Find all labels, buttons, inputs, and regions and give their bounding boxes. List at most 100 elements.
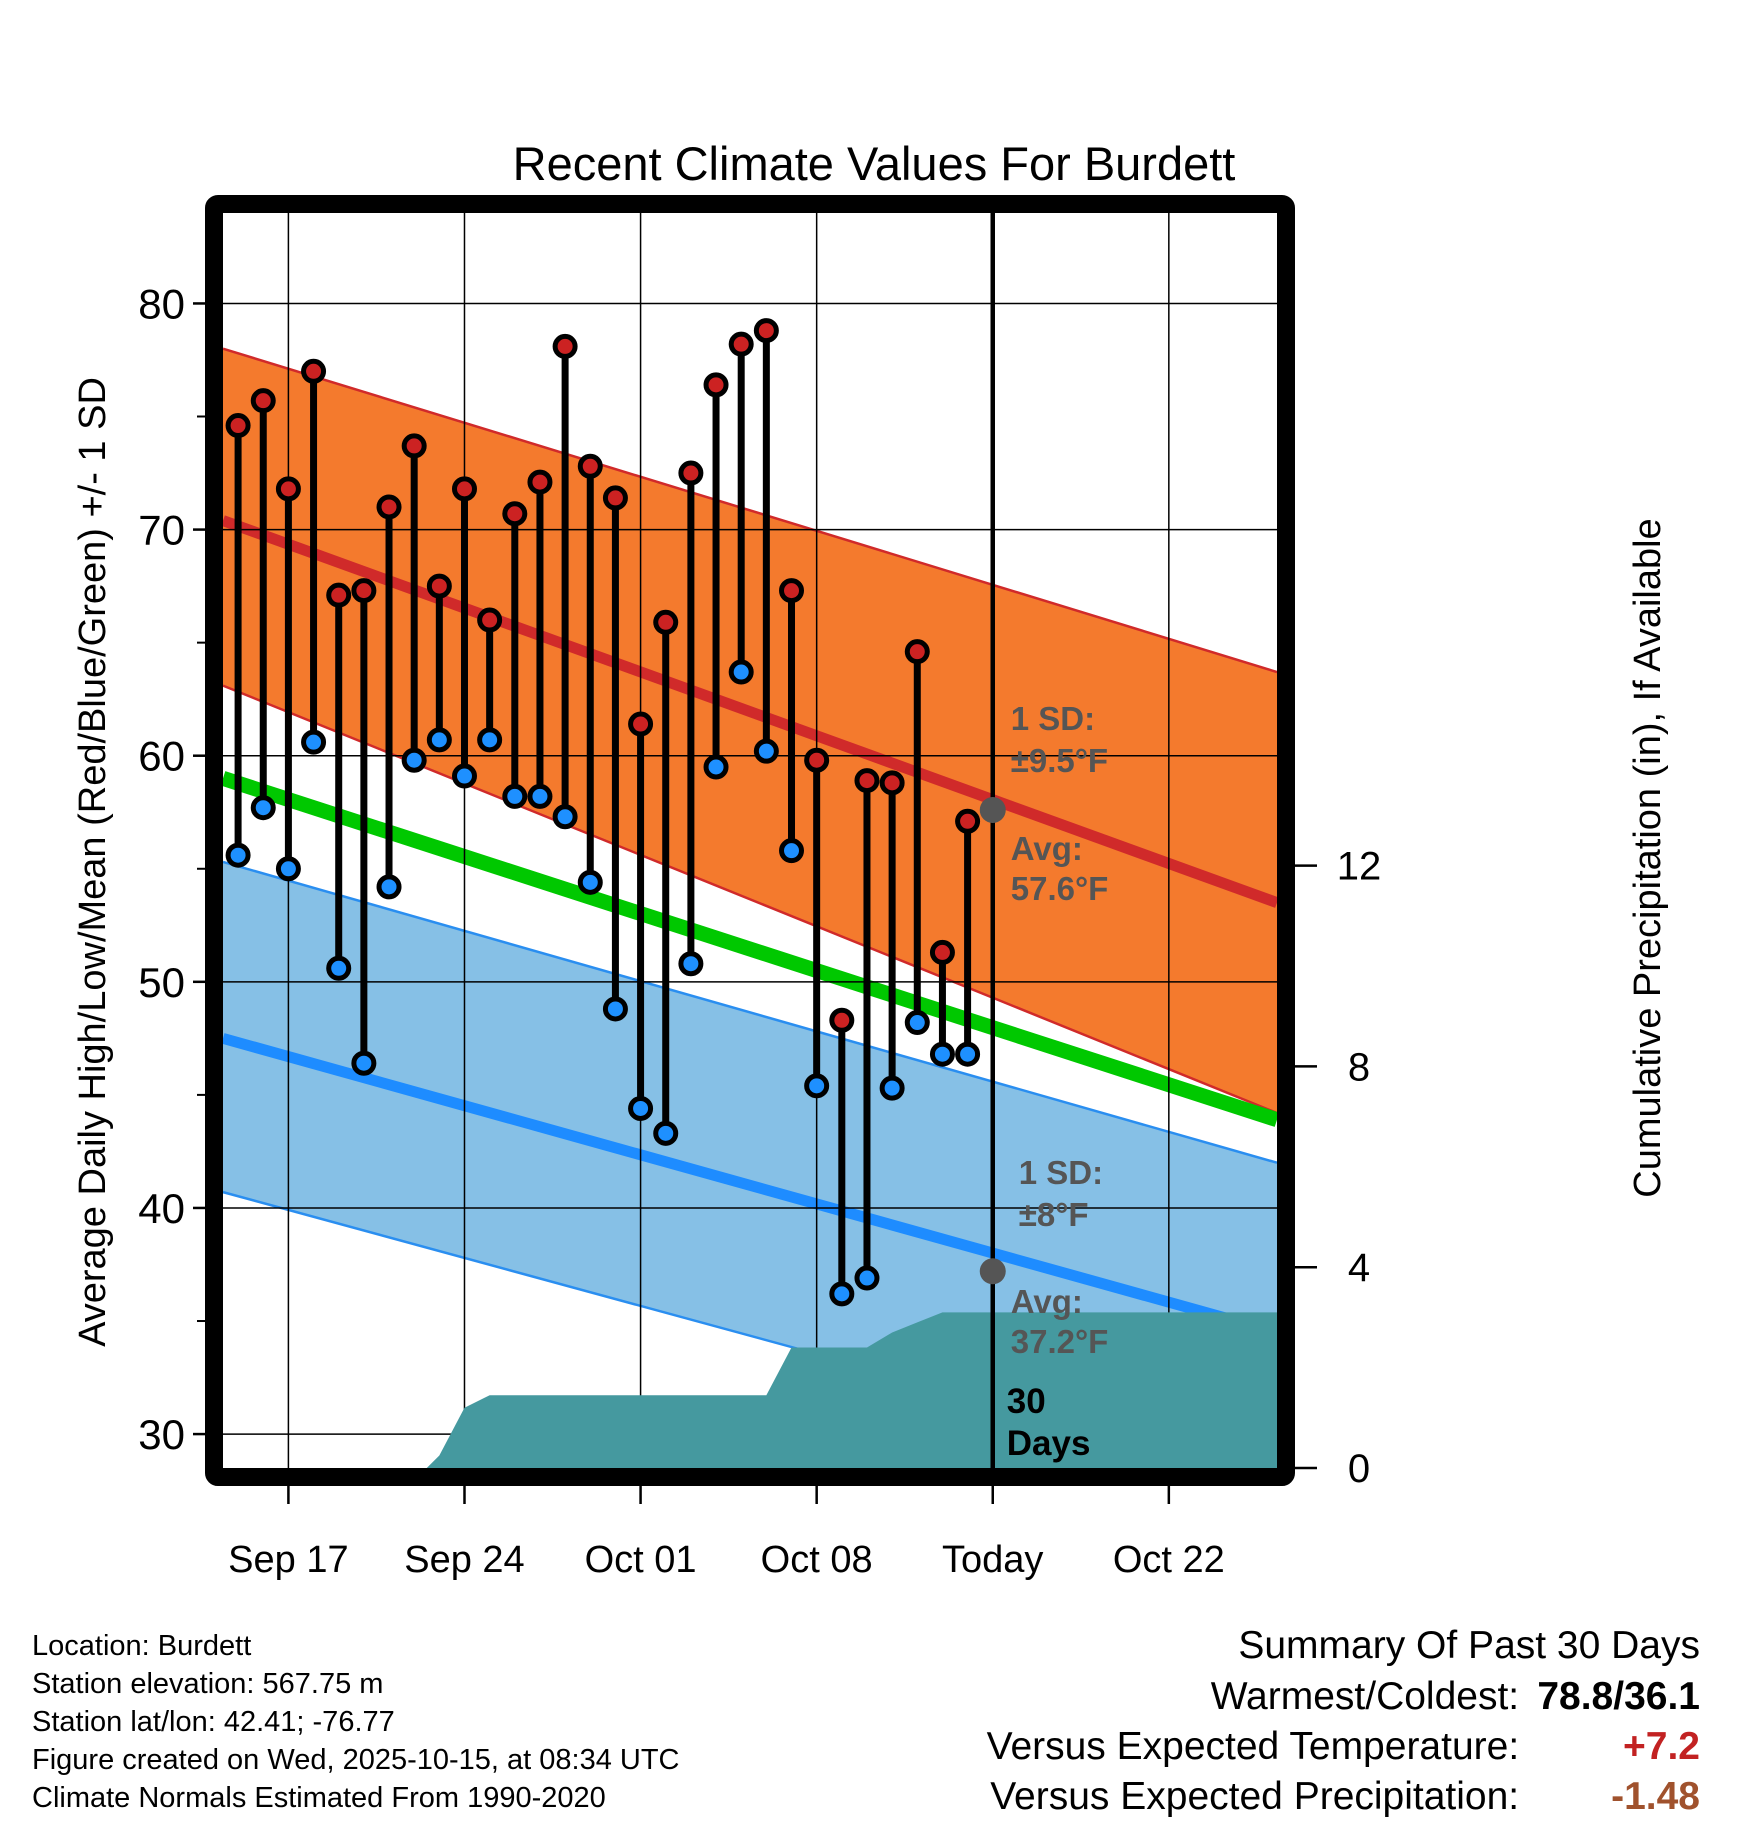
low-point [728,659,754,685]
low-point [225,842,251,868]
low-sd-band-upper-edge [222,860,1278,1164]
y2-tick-label: 8 [1348,1045,1370,1089]
y-tick-label: 30 [138,1411,185,1458]
y-tick-label: 70 [138,507,185,554]
y-tick-label: 40 [138,1185,185,1232]
low-point [602,996,628,1022]
low-point [351,1050,377,1076]
chart-title: Recent Climate Values For Burdett [513,137,1236,190]
high-sd-value: ±9.5°F [1011,742,1108,779]
high-normal-line [221,515,1279,908]
axes-group: 30 40 50 60 70 80 0 4 8 12 Sep 17 Sep 24 Oct 01 Oct 0… [72,137,1669,1581]
daily-markers [225,318,981,1307]
warmest-coldest-value: 78.8/36.1 [1537,1675,1700,1718]
low-point [301,729,327,755]
low-point [326,955,352,981]
x-tick-label: Oct 08 [761,1539,873,1581]
low-point [250,795,276,821]
high-point [527,469,553,495]
high-point [451,476,477,502]
low-point [678,951,704,977]
plot-frame [205,195,1295,1486]
high-point [250,388,276,414]
high-point [426,573,452,599]
low-point [879,1075,905,1101]
precip-departure-label: Versus Expected Precipitation: [990,1775,1520,1818]
high-point [955,808,981,834]
y2-tick-label: 4 [1348,1246,1370,1290]
high-point [577,453,603,479]
high-point [477,607,503,633]
precip-area-group [426,1312,1277,1468]
precip-departure-value: -1.48 [1611,1775,1700,1818]
high-point [904,639,930,665]
low-point [653,1120,679,1146]
high-sd-band [223,348,1277,1113]
low-normal-line [221,1033,1279,1338]
daily-range-stems [234,330,972,1294]
high-point [301,358,327,384]
high-point [678,460,704,486]
station-info: Location: Burdett Station elevation: 567… [32,1627,680,1817]
high-point [552,333,578,359]
summary-warmest-row: Warmest/Coldest: 78.8/36.1 [987,1672,1700,1722]
high-point [728,331,754,357]
days-label-number: 30 [1007,1382,1046,1421]
y-axis-label: Average Daily High/Low/Mean (Red/Blue/Gr… [72,377,114,1347]
low-point [275,856,301,882]
low-point [451,763,477,789]
days-label-word: Days [1007,1424,1091,1463]
low-point [829,1281,855,1307]
high-point [779,578,805,604]
high-point [225,413,251,439]
high-point [829,1007,855,1033]
y-tick-label: 80 [138,280,185,327]
low-point [527,783,553,809]
high-sd-band-lower-edge [222,684,1278,1115]
y2-tick-label: 0 [1348,1447,1370,1491]
y2-axis-label: Cumulative Precipitation (in), If Availa… [1627,518,1669,1197]
low-point [401,747,427,773]
high-point [929,939,955,965]
low-point [955,1041,981,1067]
high-sd-label: 1 SD: [1011,700,1095,737]
summary-title: Summary Of Past 30 Days [1238,1624,1700,1667]
low-sd-value: ±8°F [1019,1196,1089,1233]
low-point [779,838,805,864]
high-point [753,318,779,344]
y2-tick-label: 12 [1337,845,1382,889]
low-avg-value: 37.2°F [1011,1323,1109,1360]
location-text: Location: Burdett [32,1630,252,1662]
x-tick-label: Sep 17 [228,1539,348,1581]
y-tick-label: 50 [138,959,185,1006]
low-point [854,1265,880,1291]
y-tick-label: 60 [138,733,185,780]
summary-precip-row: Versus Expected Precipitation: -1.48 [987,1772,1700,1822]
high-point [879,770,905,796]
low-point [904,1010,930,1036]
low-point [477,727,503,753]
high-point [376,494,402,520]
low-avg-today-marker [979,1258,1006,1285]
high-point [628,711,654,737]
normals-text: Climate Normals Estimated From 1990-2020 [32,1782,606,1814]
low-point [703,754,729,780]
low-point [552,804,578,830]
high-point [502,501,528,527]
temp-departure-label: Versus Expected Temperature: [986,1725,1520,1768]
high-avg-value: 57.6°F [1011,870,1109,907]
low-point [577,869,603,895]
high-point [401,433,427,459]
latlon-text: Station lat/lon: 42.41; -76.77 [32,1706,395,1738]
warmest-coldest-label: Warmest/Coldest: [1210,1675,1520,1718]
high-point [653,609,679,635]
low-avg-label: Avg: [1011,1283,1083,1320]
low-sd-label: 1 SD: [1019,1154,1103,1191]
low-point [376,874,402,900]
high-point [804,747,830,773]
low-point [426,727,452,753]
high-point [703,372,729,398]
created-text: Figure created on Wed, 2025-10-15, at 08… [32,1744,680,1776]
summary-temp-row: Versus Expected Temperature: +7.2 [987,1722,1700,1772]
